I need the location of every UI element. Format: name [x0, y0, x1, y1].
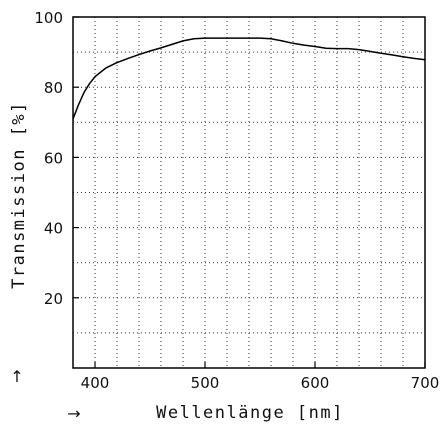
y-tick-label: 20: [44, 290, 63, 308]
y-tick-label: 80: [44, 79, 63, 97]
x-tick-label: 700: [411, 374, 440, 392]
y-tick-label: 60: [44, 149, 63, 167]
y-axis-arrow-icon: ↑: [10, 367, 23, 386]
y-tick-label: 100: [34, 9, 63, 27]
grid-lines: [73, 17, 425, 368]
y-tick-label: 40: [44, 220, 63, 238]
x-tick-label: 500: [191, 374, 220, 392]
transmission-curve: [72, 37, 426, 120]
plot-frame: [72, 16, 426, 369]
x-tick-label: 600: [301, 374, 330, 392]
axis-ticks: 20 40 60 80 100 400 500 600 700: [34, 9, 439, 392]
x-axis-arrow-icon: →: [67, 404, 80, 423]
y-axis-label: Transmission [%]: [9, 101, 29, 289]
x-tick-label: 400: [81, 374, 110, 392]
x-axis-label: Wellenlänge [nm]: [156, 403, 344, 423]
